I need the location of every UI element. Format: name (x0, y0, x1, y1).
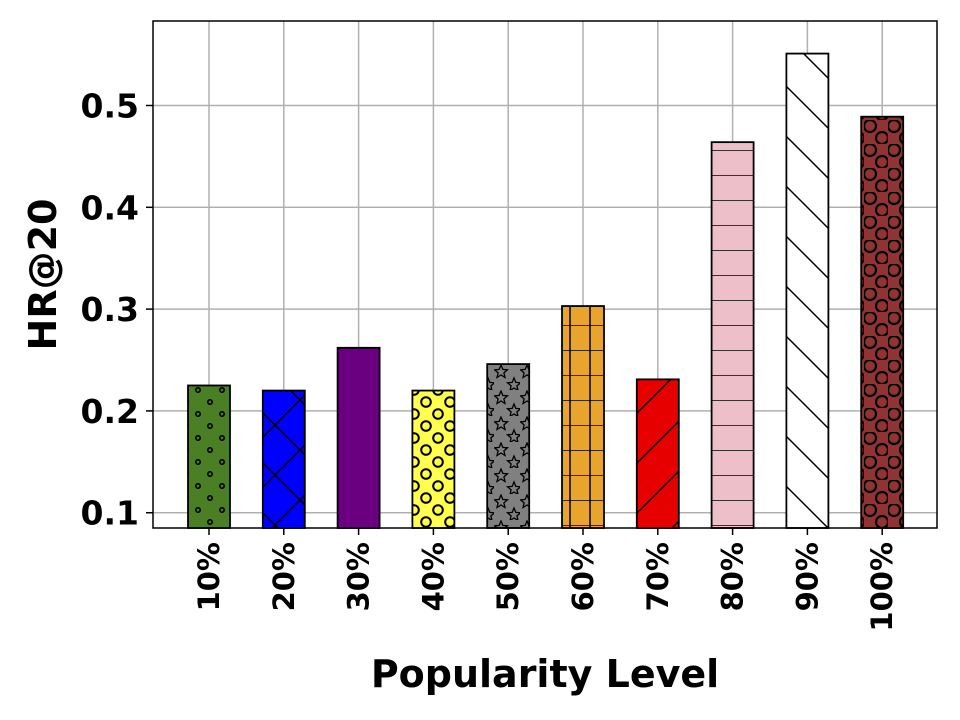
x-tick-label: 80% (716, 542, 750, 611)
bar-90pct (785, 52, 830, 529)
x-axis-ticks: 10% 20% 30% 40% 50% 60% 70% 80% 90% 100% (192, 528, 899, 632)
y-axis-label: HR@20 (21, 199, 65, 351)
x-tick-label: 70% (641, 542, 675, 611)
bar-hatch (188, 385, 230, 528)
bar-10pct (187, 384, 231, 529)
bar-hatch (487, 364, 530, 528)
x-tick-label: 50% (491, 542, 525, 611)
bar-hatch (711, 142, 754, 528)
y-axis-ticks: 0.1 0.2 0.3 0.4 0.5 (81, 87, 153, 533)
x-axis-label: Popularity Level (371, 652, 719, 696)
bar-hatch (636, 379, 679, 528)
bar-hatch (562, 306, 604, 528)
bar-50pct (486, 363, 531, 529)
bar-hatch (262, 390, 305, 528)
x-tick-label: 60% (566, 542, 600, 611)
bar-fill (337, 347, 380, 528)
bar-hatch (861, 116, 904, 528)
x-tick-label: 40% (416, 542, 450, 611)
x-tick-label: 100% (865, 542, 899, 632)
y-tick-label: 0.4 (81, 188, 139, 227)
x-tick-label: 20% (267, 542, 301, 611)
x-tick-label: 30% (342, 542, 376, 611)
bar-20pct (261, 389, 306, 529)
y-tick-label: 0.2 (81, 392, 139, 431)
bars (187, 52, 905, 529)
bar-100pct (860, 115, 905, 529)
plot-frame (152, 20, 938, 529)
bar-80pct (710, 141, 755, 529)
y-tick-label: 0.3 (81, 290, 139, 329)
y-tick-label: 0.1 (81, 494, 139, 533)
bar-40pct (411, 389, 456, 529)
bar-hatch (786, 53, 829, 529)
bar-hatch (412, 390, 455, 528)
bar-30pct (336, 346, 381, 529)
x-tick-label: 90% (790, 542, 824, 611)
y-tick-label: 0.5 (81, 87, 139, 126)
bar-60pct (561, 305, 605, 529)
x-tick-label: 10% (192, 542, 226, 611)
bar-70pct (635, 378, 680, 529)
